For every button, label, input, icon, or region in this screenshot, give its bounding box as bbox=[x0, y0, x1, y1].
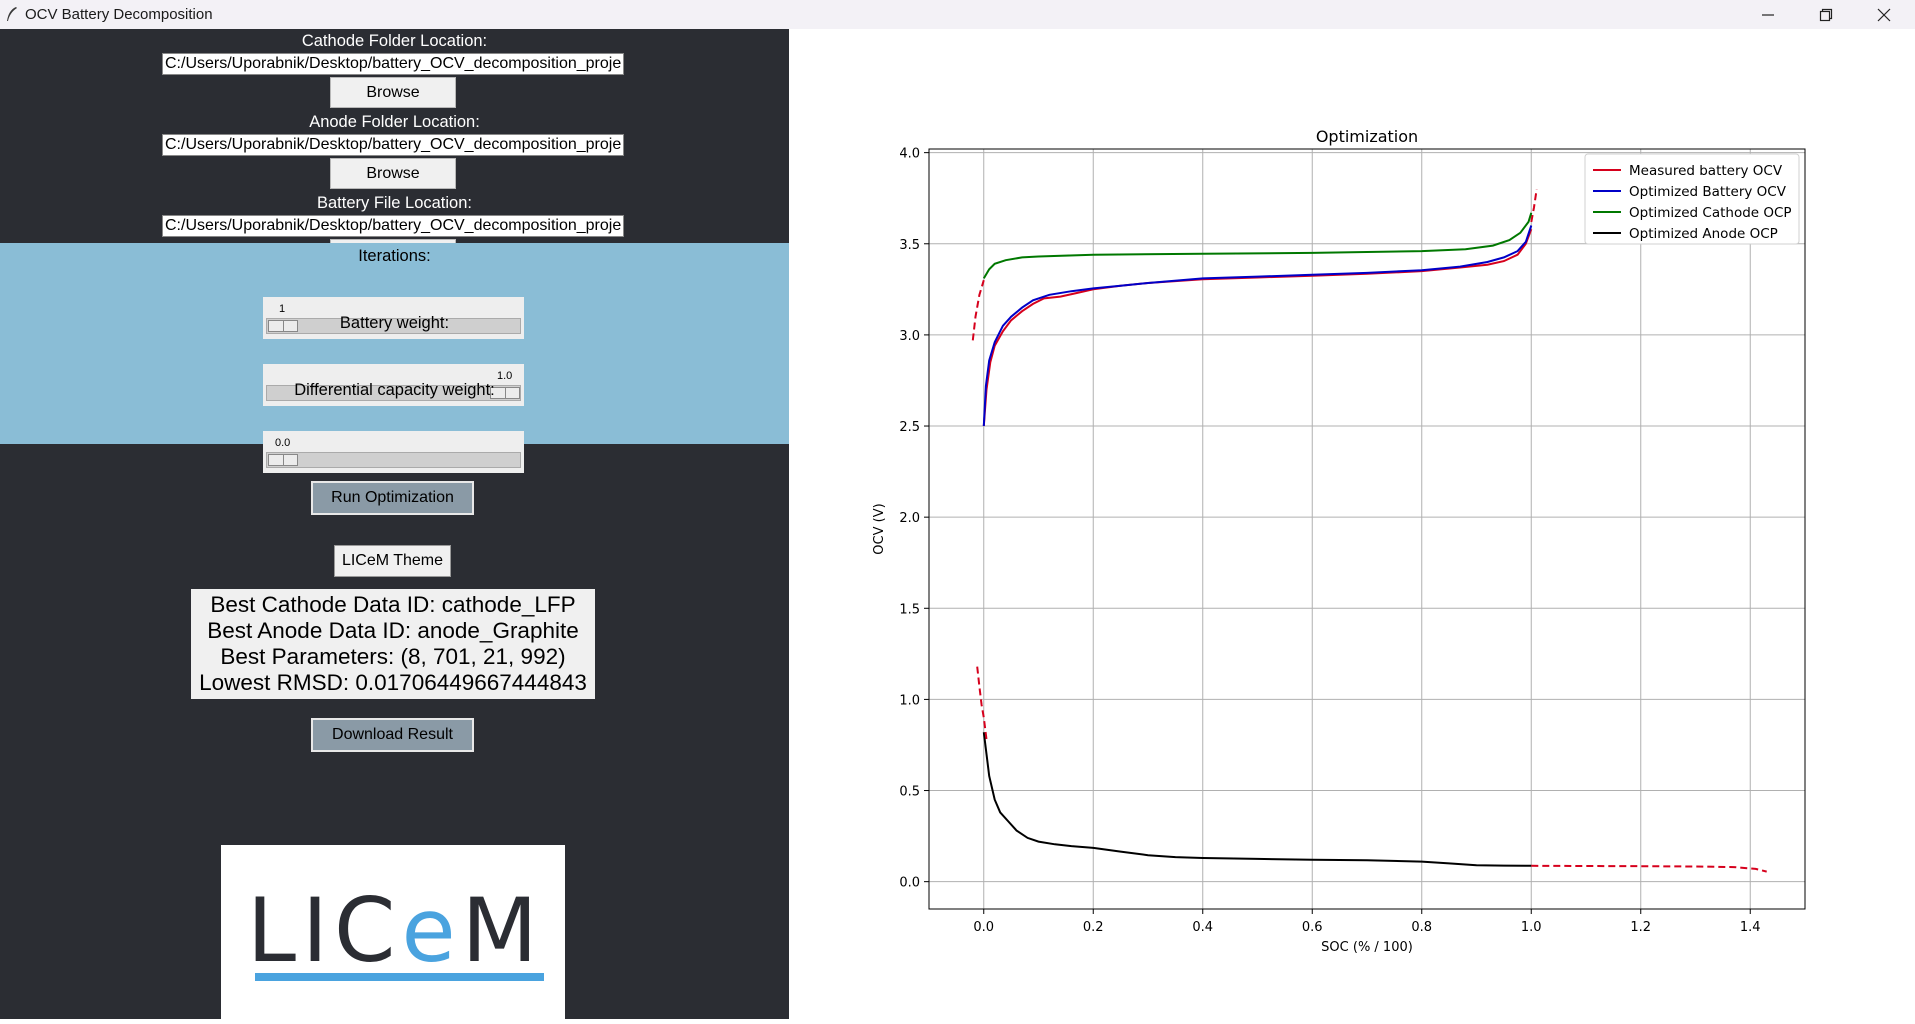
x-axis-label: SOC (% / 100) bbox=[1321, 940, 1413, 955]
lowest-rmsd-text: Lowest RMSD: 0.01706449667444843 bbox=[199, 670, 587, 695]
legend-label: Measured battery OCV bbox=[1629, 163, 1783, 179]
legend-label: Optimized Cathode OCP bbox=[1629, 205, 1792, 221]
close-button[interactable] bbox=[1855, 0, 1913, 29]
x-tick-label: 0.4 bbox=[1192, 920, 1213, 935]
x-tick-label: 1.2 bbox=[1630, 920, 1651, 935]
cathode-browse-button[interactable]: Browse bbox=[330, 77, 456, 108]
battery-weight-slider-track[interactable] bbox=[266, 385, 521, 401]
series-line bbox=[976, 666, 988, 740]
results-panel: Best Cathode Data ID: cathode_LFP Best A… bbox=[191, 589, 595, 699]
run-optimization-button[interactable]: Run Optimization bbox=[311, 481, 474, 515]
best-parameters-text: Best Parameters: (8, 701, 21, 992) bbox=[220, 644, 566, 669]
window-title: OCV Battery Decomposition bbox=[25, 6, 213, 23]
dq-weight-slider-handle[interactable] bbox=[268, 454, 298, 466]
anode-browse-button[interactable]: Browse bbox=[330, 158, 456, 189]
chart-grid bbox=[929, 149, 1805, 909]
battery-file-input[interactable]: C:/Users/Uporabnik/Desktop/battery_OCV_d… bbox=[162, 215, 624, 237]
battery-weight-slider-handle[interactable] bbox=[490, 387, 520, 399]
theme-button[interactable]: LICeM Theme bbox=[334, 545, 451, 577]
y-ticks: 0.0 0.5 1.0 1.5 2.0 2.5 3.0 3.5 4.0 bbox=[899, 147, 929, 891]
dq-weight-label: Differential capacity weight: bbox=[294, 381, 495, 399]
best-anode-text: Best Anode Data ID: anode_Graphite bbox=[207, 618, 579, 643]
series-line bbox=[1531, 864, 1767, 873]
battery-weight-value: 1.0 bbox=[497, 370, 513, 382]
licem-logo-graphic: LICeM bbox=[247, 879, 544, 982]
x-tick-label: 1.4 bbox=[1740, 920, 1761, 935]
series-line bbox=[1530, 188, 1538, 223]
x-tick-label: 0.6 bbox=[1302, 920, 1323, 935]
licem-logo: LICeM bbox=[221, 845, 565, 1019]
anode-folder-input[interactable]: C:/Users/Uporabnik/Desktop/battery_OCV_d… bbox=[162, 134, 624, 156]
y-tick-label: 2.0 bbox=[899, 511, 920, 526]
x-tick-label: 0.0 bbox=[973, 920, 994, 935]
battery-file-label: Battery File Location: bbox=[317, 194, 472, 212]
minimize-icon bbox=[1762, 14, 1774, 16]
x-tick-label: 1.0 bbox=[1521, 920, 1542, 935]
chart-title: Optimization bbox=[1316, 127, 1418, 146]
restore-button[interactable] bbox=[1797, 0, 1855, 29]
close-icon bbox=[1877, 8, 1891, 22]
chart-legend: Measured battery OCV Optimized Battery OC… bbox=[1584, 153, 1800, 245]
y-tick-label: 3.0 bbox=[899, 329, 920, 344]
cathode-folder-input[interactable]: C:/Users/Uporabnik/Desktop/battery_OCV_d… bbox=[162, 53, 624, 75]
iterations-slider-track[interactable] bbox=[266, 318, 521, 334]
legend-label: Optimized Anode OCP bbox=[1629, 226, 1778, 242]
y-axis-label: OCV (V) bbox=[872, 503, 887, 554]
series-line bbox=[982, 212, 1533, 279]
legend-label: Optimized Battery OCV bbox=[1629, 184, 1787, 200]
minimize-button[interactable] bbox=[1739, 0, 1797, 29]
y-tick-label: 0.0 bbox=[899, 876, 920, 891]
battery-weight-label: Battery weight: bbox=[339, 314, 450, 332]
chart-panel: 0.0 0.2 0.4 0.6 0.8 1.0 1.2 1.4 0.0 0.5 1.0 1.5 2.0… bbox=[789, 29, 1915, 1019]
y-tick-label: 1.5 bbox=[899, 602, 920, 617]
iterations-label: Iterations: bbox=[358, 247, 431, 265]
control-panel: Cathode Folder Location: C:/Users/Uporab… bbox=[0, 29, 789, 1019]
x-tick-label: 0.2 bbox=[1083, 920, 1104, 935]
x-ticks: 0.0 0.2 0.4 0.6 0.8 1.0 1.2 1.4 bbox=[973, 909, 1761, 935]
chart-series bbox=[971, 188, 1767, 873]
y-tick-label: 3.5 bbox=[899, 238, 920, 253]
iterations-slider-handle[interactable] bbox=[268, 320, 298, 332]
slider-section: Iterations: 1 Battery weight: 1.0 Differ… bbox=[0, 243, 789, 473]
title-bar: OCV Battery Decomposition bbox=[0, 0, 1915, 29]
anode-folder-label: Anode Folder Location: bbox=[309, 113, 480, 131]
y-tick-label: 1.0 bbox=[899, 693, 920, 708]
y-tick-label: 0.5 bbox=[899, 785, 920, 800]
restore-icon bbox=[1819, 8, 1833, 22]
cathode-folder-label: Cathode Folder Location: bbox=[301, 32, 488, 50]
best-cathode-text: Best Cathode Data ID: cathode_LFP bbox=[210, 592, 576, 617]
y-tick-label: 2.5 bbox=[899, 420, 920, 435]
series-line bbox=[982, 732, 1532, 867]
svg-text:LICeM: LICeM bbox=[247, 879, 544, 982]
series-line bbox=[982, 228, 1533, 427]
x-tick-label: 0.8 bbox=[1411, 920, 1432, 935]
y-tick-label: 4.0 bbox=[899, 147, 920, 162]
series-line bbox=[982, 225, 1533, 427]
iterations-value: 1 bbox=[279, 303, 286, 315]
axes-frame bbox=[928, 148, 1806, 910]
dq-weight-slider[interactable]: 0.0 bbox=[263, 431, 524, 473]
optimization-chart: 0.0 0.2 0.4 0.6 0.8 1.0 1.2 1.4 0.0 0.5 1.0 1.5 2.0… bbox=[872, 127, 1806, 955]
dq-weight-slider-track[interactable] bbox=[266, 452, 521, 468]
dq-weight-value: 0.0 bbox=[275, 437, 291, 449]
legend-box bbox=[1584, 153, 1800, 245]
feather-icon bbox=[7, 7, 17, 21]
iterations-slider[interactable]: 1 bbox=[263, 297, 524, 339]
download-result-button[interactable]: Download Result bbox=[311, 718, 474, 752]
series-line bbox=[971, 279, 985, 341]
battery-weight-slider[interactable]: 1.0 bbox=[263, 364, 524, 406]
